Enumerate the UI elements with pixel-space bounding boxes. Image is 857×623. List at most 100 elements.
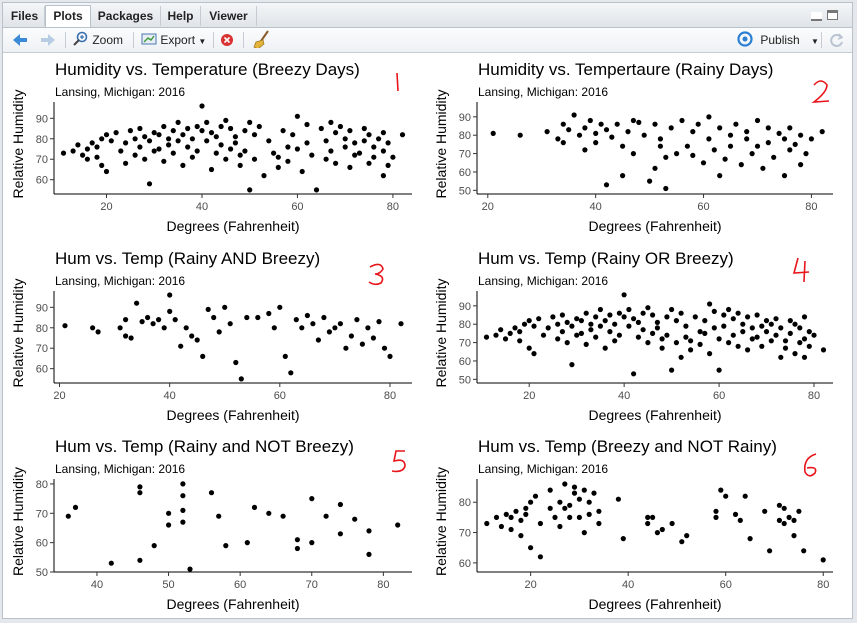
tab-files[interactable]: Files — [5, 6, 45, 26]
data-point — [776, 502, 783, 508]
data-point — [787, 330, 793, 336]
refresh-icon[interactable] — [829, 33, 844, 51]
data-point — [673, 318, 680, 324]
data-point — [706, 136, 712, 142]
data-point — [801, 314, 808, 320]
data-point — [170, 150, 176, 156]
data-point — [820, 557, 826, 563]
data-point — [621, 292, 627, 298]
data-point — [798, 132, 804, 138]
data-point — [636, 119, 642, 125]
data-point — [94, 154, 100, 160]
data-point — [366, 132, 372, 138]
x-tick-label: 60 — [234, 579, 246, 591]
plot-title: Hum vs. Temp (Rainy OR Breezy) — [478, 249, 734, 268]
data-point — [118, 148, 124, 154]
plot-subtitle: Lansing, Michigan: 2016 — [55, 274, 185, 288]
data-point — [172, 317, 178, 323]
data-point — [742, 493, 748, 499]
data-point — [323, 156, 329, 162]
data-point — [89, 140, 95, 146]
data-point — [352, 152, 358, 158]
data-point — [528, 499, 534, 505]
data-point — [366, 551, 372, 557]
data-point — [620, 173, 626, 179]
broom-icon[interactable] — [253, 30, 271, 48]
data-point — [247, 119, 253, 125]
publish-button[interactable]: Publish ▼ — [736, 31, 819, 49]
plot-subtitle: Lansing, Michigan: 2016 — [478, 85, 608, 99]
data-point — [683, 323, 689, 329]
data-point — [161, 123, 167, 130]
x-tick-label: 20 — [482, 201, 494, 213]
y-tick-label: 50 — [36, 567, 48, 579]
data-point — [170, 128, 176, 134]
data-point — [702, 318, 708, 324]
data-point — [808, 136, 815, 142]
data-point — [819, 129, 825, 135]
x-tick-label: 40 — [618, 390, 630, 402]
data-point — [711, 147, 717, 153]
zoom-button[interactable]: Zoom — [73, 31, 123, 49]
remove-plot-icon[interactable] — [220, 33, 234, 51]
annotation-number-3 — [368, 263, 384, 286]
data-point — [493, 332, 499, 338]
tab-viewer[interactable]: Viewer — [201, 6, 257, 26]
data-point — [337, 501, 343, 508]
data-point — [293, 317, 299, 323]
data-point — [768, 338, 774, 344]
data-point — [361, 138, 367, 144]
data-point — [626, 323, 632, 329]
data-point — [247, 187, 253, 193]
data-point — [726, 340, 732, 346]
y-tick-label: 60 — [36, 538, 48, 550]
y-tick-label: 70 — [36, 508, 48, 520]
data-point — [537, 520, 544, 527]
data-point — [571, 484, 578, 490]
data-point — [370, 335, 376, 341]
x-tick-label: 40 — [196, 201, 208, 213]
data-point — [180, 162, 186, 168]
data-point — [684, 143, 691, 149]
data-point — [555, 336, 561, 342]
data-point — [218, 142, 224, 148]
forward-arrow-icon[interactable] — [39, 32, 57, 50]
back-arrow-icon[interactable] — [11, 32, 29, 50]
x-tick-label: 60 — [713, 390, 725, 402]
data-point — [640, 310, 646, 316]
data-point — [333, 160, 339, 166]
data-point — [792, 351, 798, 357]
export-button[interactable]: Export ▼ — [141, 31, 206, 49]
data-point — [371, 154, 377, 160]
data-point — [517, 329, 523, 335]
data-point — [669, 306, 675, 313]
y-tick-label: 70 — [36, 343, 48, 355]
data-point — [641, 132, 647, 138]
data-point — [498, 523, 504, 530]
data-point — [562, 481, 568, 487]
data-point — [304, 121, 310, 128]
data-point — [366, 528, 372, 534]
data-point — [796, 508, 802, 514]
zoom-icon — [73, 31, 88, 46]
data-point — [550, 314, 556, 320]
data-point — [664, 314, 670, 320]
data-point — [749, 325, 755, 331]
tab-plots[interactable]: Plots — [45, 5, 91, 27]
minimize-icon[interactable] — [811, 12, 822, 21]
tab-help[interactable]: Help — [161, 6, 201, 26]
data-point — [271, 325, 277, 331]
tab-packages[interactable]: Packages — [91, 6, 161, 26]
annotation-number-2 — [811, 80, 830, 103]
data-point — [502, 336, 509, 342]
plot-subtitle: Lansing, Michigan: 2016 — [55, 462, 185, 476]
plot-subtitle: Lansing, Michigan: 2016 — [55, 85, 185, 99]
maximize-icon[interactable] — [827, 10, 838, 20]
data-point — [674, 151, 680, 157]
data-point — [700, 160, 707, 166]
data-point — [621, 314, 627, 320]
data-point — [557, 523, 563, 530]
data-point — [361, 125, 367, 132]
data-point — [614, 121, 620, 127]
data-point — [711, 308, 717, 314]
